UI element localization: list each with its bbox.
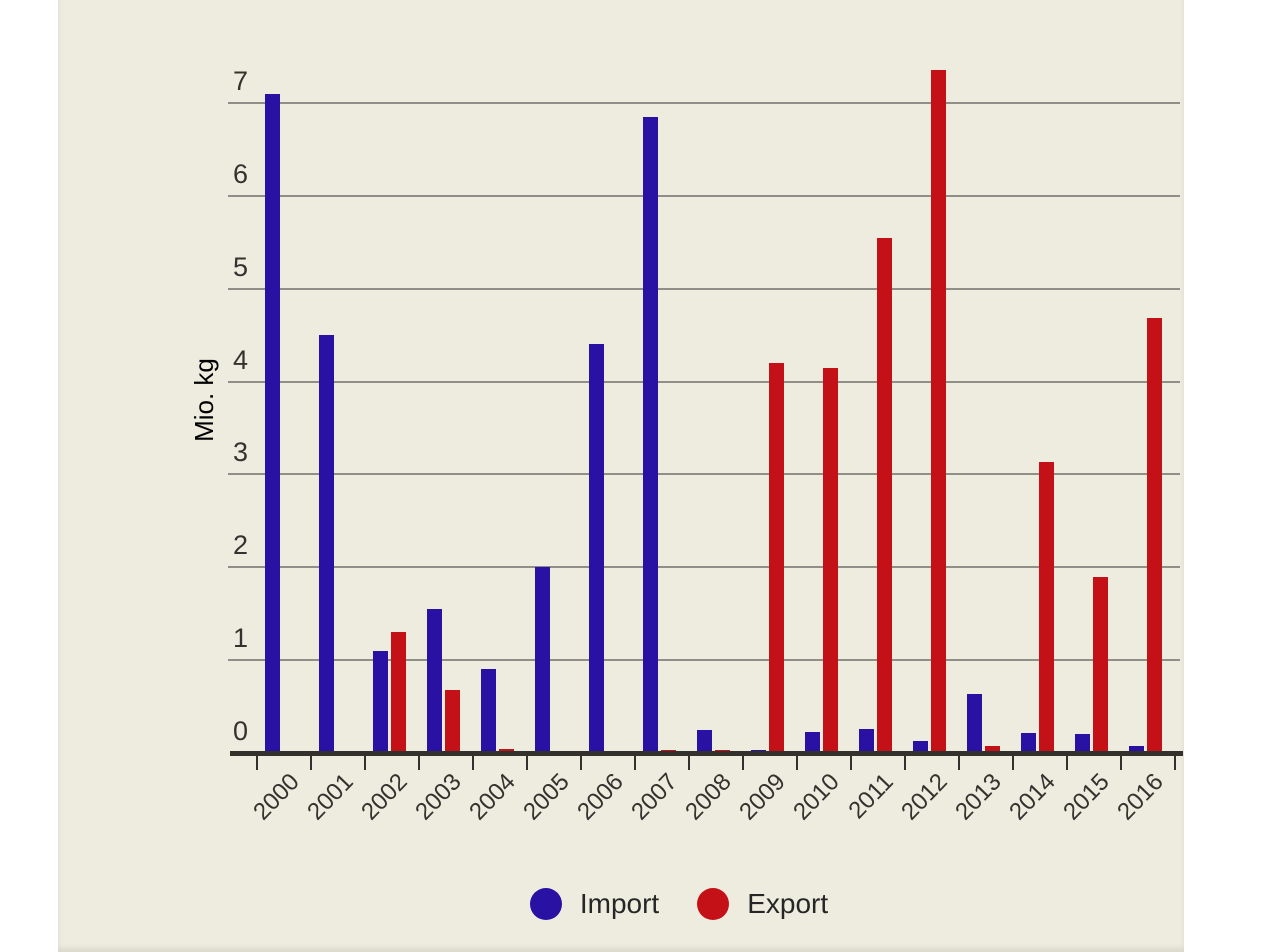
bar-export-2014	[1039, 462, 1055, 753]
x-axis-tick	[958, 755, 961, 770]
legend-item-export: Export	[697, 888, 828, 920]
bar-import-2004	[481, 669, 497, 753]
x-axis-tick	[796, 755, 799, 770]
y-tick-label-6: 6	[232, 158, 248, 189]
bar-export-2011	[877, 238, 893, 753]
bar-export-2010	[823, 368, 839, 753]
x-axis-line	[230, 751, 1183, 756]
x-axis-tick	[1174, 755, 1177, 770]
x-axis-tick	[634, 755, 637, 770]
y-tick-label-1: 1	[232, 623, 248, 654]
legend-dot-export	[697, 888, 730, 920]
x-axis-tick	[1012, 755, 1015, 770]
gridline-4	[228, 380, 1180, 383]
bar-import-2010	[805, 732, 821, 753]
legend-label-export: Export	[747, 888, 829, 919]
legend: Import Export	[116, 884, 1242, 924]
x-axis-tick	[580, 755, 583, 770]
bar-export-2012	[931, 70, 947, 753]
x-axis-tick	[256, 755, 259, 770]
legend-label-import: Import	[579, 888, 660, 919]
x-axis-tick	[742, 755, 745, 770]
bar-export-2009	[769, 363, 785, 753]
y-tick-label-4: 4	[232, 344, 248, 375]
y-tick-label-2: 2	[232, 530, 248, 561]
y-tick-label-5: 5	[232, 251, 248, 282]
legend-item-import: Import	[529, 888, 660, 920]
gridline-7	[228, 101, 1180, 104]
x-axis-tick	[688, 755, 691, 770]
x-axis-tick	[1120, 755, 1123, 770]
bar-import-2001	[319, 335, 335, 753]
x-axis-tick	[418, 755, 421, 770]
y-tick-label-7: 7	[232, 65, 248, 96]
bar-export-2013	[985, 746, 1001, 753]
x-axis-tick	[904, 755, 907, 770]
bar-import-2011	[859, 729, 875, 753]
gridline-5	[228, 287, 1180, 290]
bar-import-2000	[265, 94, 281, 753]
x-axis-tick	[1066, 755, 1069, 770]
legend-dot-import	[529, 888, 562, 920]
bar-export-2003	[445, 690, 461, 753]
bar-import-2007	[643, 117, 659, 753]
x-axis-tick	[526, 755, 529, 770]
bar-import-2006	[589, 344, 605, 753]
bar-import-2013	[967, 694, 983, 753]
bar-import-2005	[535, 567, 551, 753]
gridline-3	[228, 473, 1180, 476]
bar-export-2016	[1147, 318, 1163, 753]
gridline-2	[228, 566, 1180, 569]
x-axis-tick	[310, 755, 313, 770]
bar-import-2015	[1075, 734, 1091, 753]
bar-import-2014	[1021, 733, 1037, 753]
y-tick-label-3: 3	[232, 437, 248, 468]
bar-import-2008	[697, 730, 713, 753]
bar-import-2003	[427, 609, 443, 753]
bar-import-2016	[1129, 746, 1145, 753]
gridline-1	[228, 659, 1180, 662]
x-axis-tick	[850, 755, 853, 770]
bar-import-2002	[373, 651, 389, 753]
y-tick-label-0: 0	[232, 716, 248, 746]
bar-import-2012	[913, 741, 929, 753]
x-axis-tick	[472, 755, 475, 770]
bar-export-2002	[391, 632, 407, 753]
gridline-6	[228, 194, 1180, 197]
x-axis-tick	[364, 755, 367, 770]
bar-export-2015	[1093, 577, 1109, 753]
